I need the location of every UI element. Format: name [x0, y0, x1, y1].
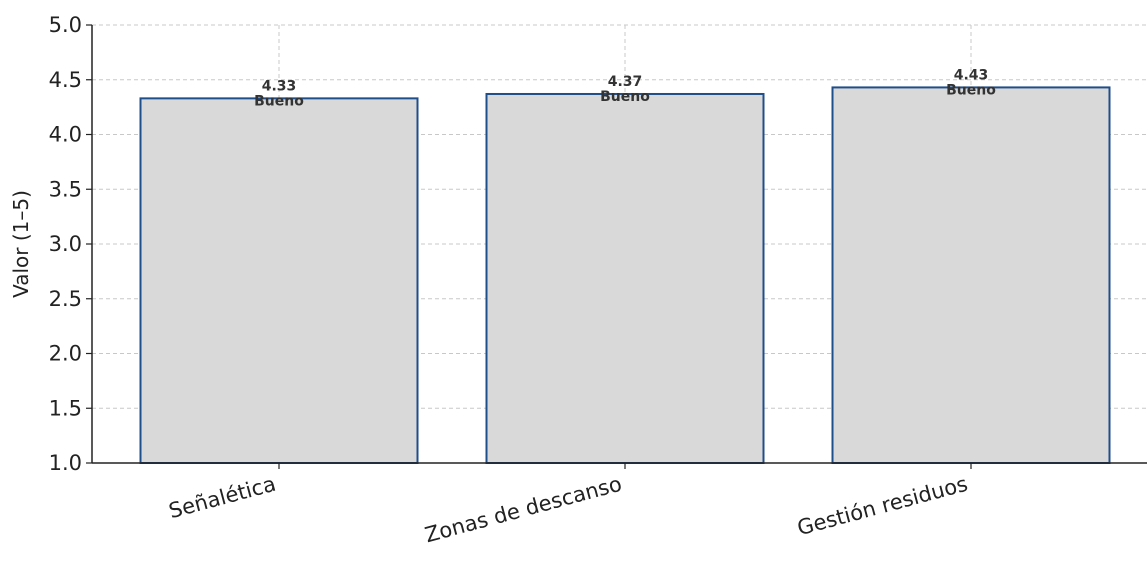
bars — [139, 86, 1111, 465]
y-tick-label: 3.0 — [49, 232, 82, 256]
y-tick-label: 1.5 — [49, 396, 82, 420]
y-axis-title: Valor (1–5) — [9, 190, 33, 298]
y-tick-label: 1.0 — [49, 451, 82, 475]
x-tick-labels: Señalética Zonas de descanso Gestión resid… — [166, 463, 972, 548]
bar — [831, 86, 1111, 464]
y-tick-label: 2.5 — [49, 287, 82, 311]
bar — [485, 92, 765, 465]
bar — [139, 97, 419, 465]
y-tick-label: 2.0 — [49, 342, 82, 366]
y-ticks: 1.0 1.5 2.0 2.5 3.0 3.5 4.0 4.5 5.0 — [49, 13, 92, 475]
x-tick-label: Gestión residuos — [795, 472, 971, 541]
bar-rating-label: Bueno — [600, 89, 650, 105]
y-tick-label: 4.5 — [49, 68, 82, 92]
x-tick-label: Zonas de descanso — [422, 472, 624, 548]
bar-value-label: 4.43 — [954, 67, 989, 83]
bar-rating-label: Bueno — [254, 93, 304, 109]
x-tick-label: Señalética — [166, 472, 278, 524]
y-tick-label: 4.0 — [49, 123, 82, 147]
y-tick-label: 3.5 — [49, 177, 82, 201]
bar-value-label: 4.33 — [262, 78, 297, 94]
bar-value-label: 4.37 — [608, 74, 643, 90]
bar-rating-label: Bueno — [946, 82, 996, 98]
y-tick-label: 5.0 — [49, 13, 82, 37]
